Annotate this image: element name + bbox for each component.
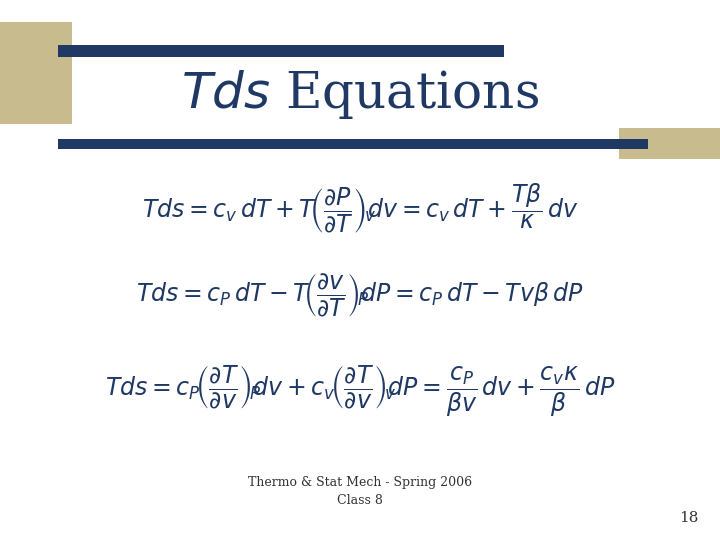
Text: $Tds = c_v\,dT + T\!\left(\dfrac{\partial P}{\partial T}\right)_{\!v}\!\! dv = c: $Tds = c_v\,dT + T\!\left(\dfrac{\partia… — [142, 181, 578, 235]
Text: $Tds = c_P\!\left(\dfrac{\partial T}{\partial v}\right)_{\!P}\!\! dv + c_v\!\lef: $Tds = c_P\!\left(\dfrac{\partial T}{\pa… — [105, 364, 615, 419]
Bar — [0, 22, 72, 124]
Bar — [619, 128, 720, 159]
Text: $Tds = c_P\,dT - T\!\left(\dfrac{\partial v}{\partial T}\right)_{\!P}\!\! dP = c: $Tds = c_P\,dT - T\!\left(\dfrac{\partia… — [136, 271, 584, 318]
Bar — [58, 139, 648, 148]
Bar — [58, 45, 504, 57]
Text: 18: 18 — [679, 511, 698, 525]
Text: Thermo & Stat Mech - Spring 2006
Class 8: Thermo & Stat Mech - Spring 2006 Class 8 — [248, 476, 472, 507]
Text: $\mathit{Tds}$ Equations: $\mathit{Tds}$ Equations — [181, 68, 539, 121]
